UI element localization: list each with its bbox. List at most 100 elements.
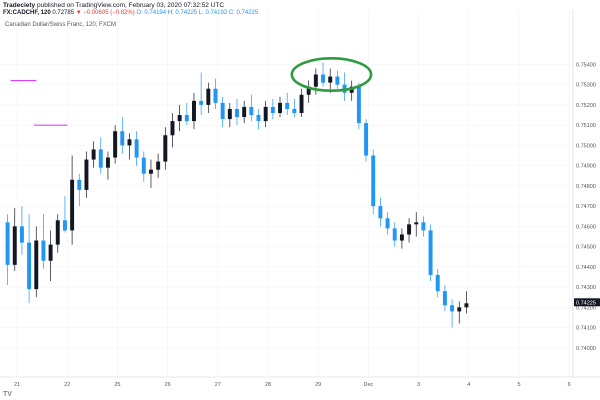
candle: [27, 214, 32, 304]
candle: [227, 102, 232, 128]
candle-body: [55, 220, 60, 245]
candle-body: [163, 135, 168, 162]
candle-body: [48, 244, 53, 261]
price-tick-label: 0.74300: [576, 285, 596, 291]
candle: [170, 113, 175, 148]
candle: [55, 214, 60, 253]
candle-body: [70, 179, 75, 231]
time-tick-label: 29: [315, 382, 321, 388]
candle-body: [27, 242, 32, 290]
candle: [335, 70, 340, 89]
candle: [213, 78, 218, 109]
horizontal-levels: [10, 80, 68, 126]
time-tick-label: 3: [417, 382, 420, 388]
candle-body: [428, 230, 433, 275]
candle-body: [399, 234, 404, 241]
candle-body: [91, 149, 96, 160]
candle-body: [464, 303, 469, 308]
time-axis[interactable]: 21 22 25 26 27 28 29 Dec 3 4 5 6: [14, 382, 571, 388]
candle-body: [235, 108, 239, 118]
candle-body: [335, 76, 340, 85]
ohlc-close: C: 0.74225: [228, 10, 259, 16]
candle-body: [177, 115, 182, 122]
candle-body: [313, 74, 318, 87]
candle: [84, 151, 89, 199]
candle: [184, 102, 189, 126]
candle-body: [285, 102, 290, 109]
candle: [98, 137, 103, 174]
candle-body: [98, 149, 103, 168]
candle: [342, 72, 347, 101]
candle: [48, 230, 53, 282]
publish-info: Tradeciety published on TradingView.com,…: [3, 2, 224, 9]
price-axis[interactable]: 0.75400 0.75300 0.75200 0.75100 0.75000 0.749…: [576, 62, 596, 351]
candle: [263, 100, 268, 128]
candle: [19, 206, 24, 255]
candle: [378, 198, 383, 227]
time-tick-label: 5: [517, 382, 520, 388]
candle-body: [199, 100, 204, 105]
candle: [206, 82, 211, 113]
candle-body: [134, 139, 139, 158]
candle: [177, 104, 182, 132]
candle-body: [435, 274, 440, 292]
candle: [220, 96, 225, 128]
price-tick-label: 0.75100: [576, 123, 596, 129]
candle: [392, 222, 397, 247]
candle: [12, 208, 17, 271]
time-tick-label: 21: [14, 382, 20, 388]
candle-body: [392, 228, 397, 241]
annotation-ellipse[interactable]: [290, 57, 373, 93]
candle-body: [457, 307, 462, 312]
candle-body: [19, 226, 24, 243]
price-value: 0.72785: [52, 10, 75, 16]
price-tick-label: 0.74500: [576, 245, 596, 251]
candle: [399, 228, 404, 249]
tradingview-logo: TV: [3, 391, 12, 398]
candle: [163, 127, 168, 170]
candle-body: [256, 115, 261, 122]
candle-body: [156, 161, 161, 170]
candle: [113, 125, 118, 164]
candle: [364, 119, 369, 162]
candle-body: [213, 88, 218, 103]
candle: [407, 218, 412, 243]
candle: [321, 62, 326, 87]
candle-body: [364, 123, 369, 156]
price-tick-label: 0.74100: [576, 326, 596, 332]
candle-body: [292, 108, 297, 113]
candle: [457, 301, 462, 324]
candle: [148, 159, 153, 188]
time-tick-label: 25: [114, 382, 120, 388]
candle-body: [299, 94, 304, 113]
candle-body: [41, 240, 46, 261]
candle-body: [141, 157, 146, 174]
time-tick-label: 26: [165, 382, 171, 388]
candle: [270, 98, 275, 120]
candle: [442, 285, 447, 312]
time-tick-label: Dec: [364, 382, 374, 388]
candle-body: [5, 222, 10, 265]
candle: [306, 80, 311, 103]
published-text: published on TradingView.com, February 0…: [36, 2, 225, 9]
candle: [249, 94, 254, 122]
last-price-label: 0.74225: [576, 300, 596, 306]
candle-body: [242, 106, 247, 118]
candle-body: [170, 121, 175, 136]
price-tick-label: 0.75300: [576, 83, 596, 89]
candles: [5, 62, 469, 328]
ohlc-high: H: 0.74225: [167, 10, 198, 16]
price-tick-label: 0.75000: [576, 143, 596, 149]
candle-body: [77, 179, 82, 190]
candle: [464, 291, 469, 314]
candle: [141, 151, 146, 182]
candle: [5, 214, 10, 286]
candle-body: [62, 220, 67, 231]
candle: [328, 68, 333, 93]
candle: [77, 173, 82, 207]
candle-body: [113, 131, 118, 158]
price-tick-label: 0.74700: [576, 204, 596, 210]
ohlc-low: L: 0.74192: [198, 10, 228, 16]
candle: [414, 212, 419, 237]
